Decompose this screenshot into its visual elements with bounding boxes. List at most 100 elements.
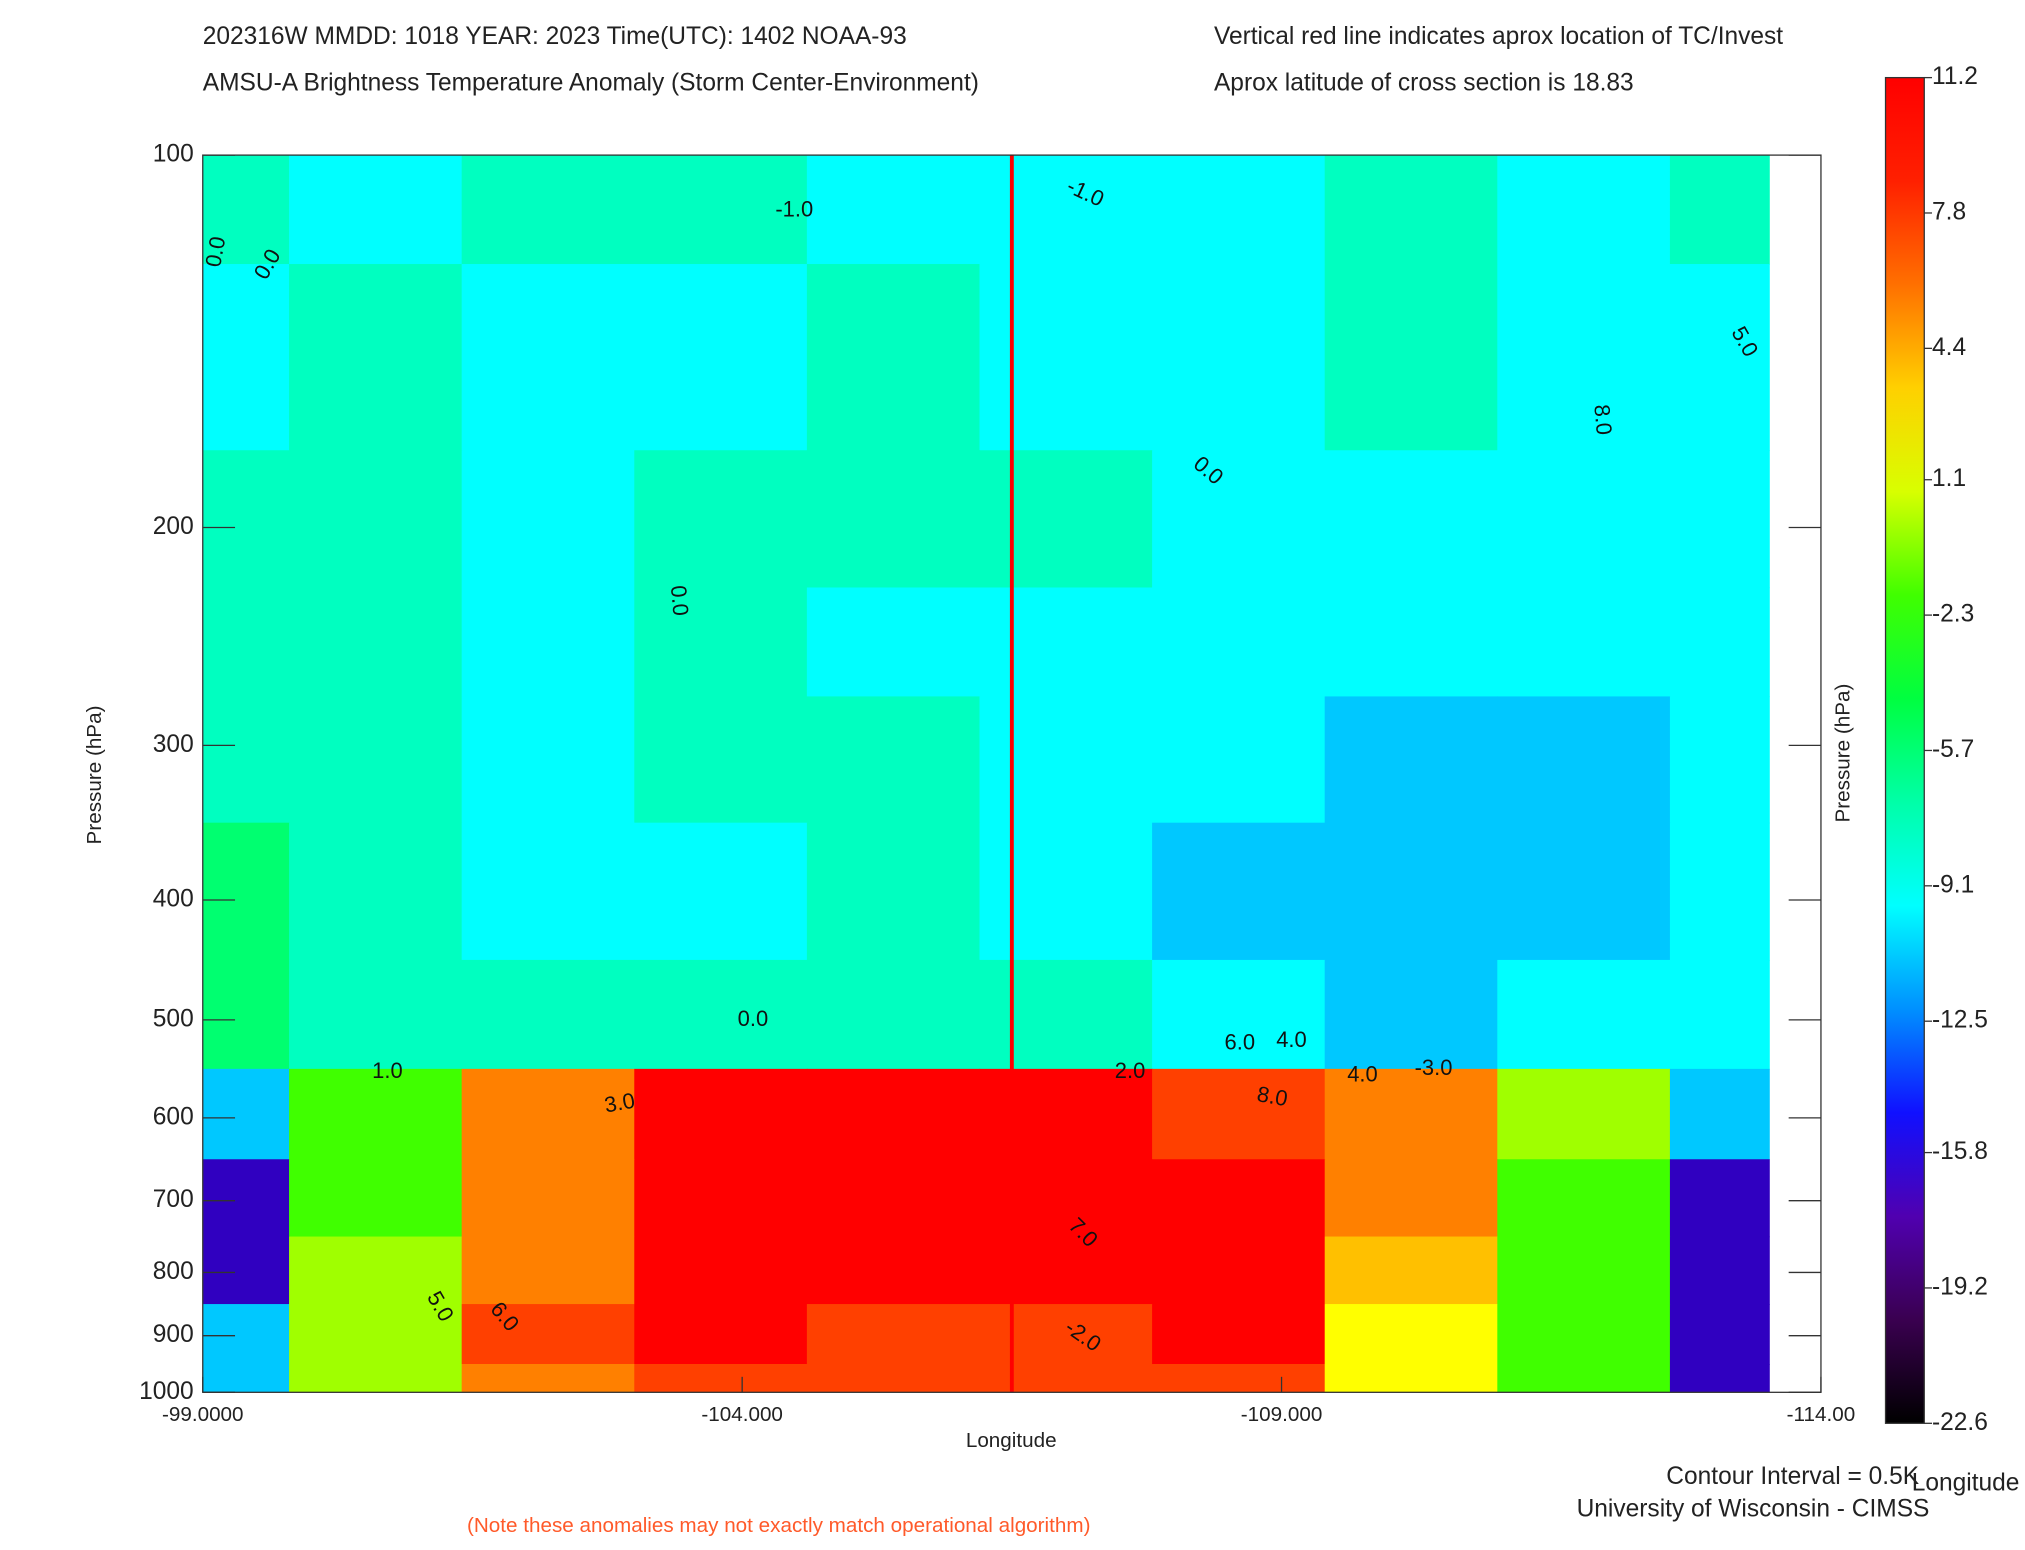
field-cell — [202, 696, 290, 824]
field-cell — [1152, 1159, 1326, 1238]
field-cell — [1324, 822, 1498, 961]
field-cell — [1497, 155, 1671, 265]
y-tick-label: 900 — [153, 1321, 194, 1348]
field-cell — [806, 959, 981, 1070]
field-cell — [1497, 450, 1671, 589]
field-cell — [634, 264, 808, 451]
contour-label: 1.0 — [372, 1058, 403, 1083]
chart-subtitle: AMSU-A Brightness Temperature Anomaly (S… — [203, 70, 979, 97]
field-cell — [1669, 1364, 1770, 1393]
field-cell — [806, 1068, 981, 1160]
field-cell — [289, 450, 463, 589]
field-cell — [1669, 450, 1770, 589]
contour-label: 2.0 — [1115, 1058, 1146, 1083]
contour-label: -3.0 — [1415, 1055, 1453, 1080]
field-cell — [289, 696, 463, 824]
field-cell — [461, 1364, 635, 1393]
field-cell — [1669, 959, 1770, 1070]
field-cell — [634, 1304, 808, 1365]
contour-label: 4.0 — [1276, 1027, 1307, 1052]
field-cell — [1497, 1159, 1671, 1238]
field-cell — [202, 1068, 290, 1160]
contour-label: 8.0 — [1589, 403, 1617, 436]
field-cell — [289, 1159, 463, 1238]
field-cell — [1669, 587, 1770, 698]
field-cell — [1324, 1159, 1498, 1238]
field-cell — [202, 450, 290, 589]
y-axis-label: Pressure (hPa) — [83, 706, 106, 845]
colorbar-tick-label: -5.7 — [1932, 736, 1974, 763]
colorbar-tick-label: -9.1 — [1932, 871, 1974, 898]
field-cell — [1324, 264, 1498, 451]
field-cell — [202, 155, 290, 265]
y2-axis-label: Pressure (hPa) — [1832, 684, 1855, 823]
field-cell — [202, 1364, 290, 1393]
field-cell — [202, 959, 290, 1070]
field-cell — [1152, 450, 1326, 589]
field-cell — [289, 959, 463, 1070]
field-cell — [634, 587, 808, 698]
field — [202, 155, 1770, 1393]
field-cell — [1152, 822, 1326, 961]
contour-label: 6.0 — [1225, 1029, 1256, 1054]
field-cell — [979, 1068, 1153, 1160]
y-tick-label: 500 — [153, 1005, 194, 1032]
contour-label: 4.0 — [1347, 1062, 1377, 1087]
field-cell — [289, 1236, 463, 1305]
field-cell — [1152, 155, 1326, 265]
field-cell — [1669, 696, 1770, 824]
colorbar — [1884, 76, 1925, 1424]
field-cell — [1324, 450, 1498, 589]
note: (Note these anomalies may not exactly ma… — [467, 1514, 1090, 1537]
y-tick-label: 100 — [153, 141, 194, 168]
field-cell — [634, 696, 808, 824]
field-cell — [806, 696, 981, 824]
field-cell — [1497, 1304, 1671, 1365]
chart-title: 202316W MMDD: 1018 YEAR: 2023 Time(UTC):… — [203, 23, 907, 50]
field-cell — [806, 1364, 981, 1393]
field-cell — [979, 450, 1153, 589]
field-cell — [1669, 1236, 1770, 1305]
contour-label: 3.0 — [602, 1088, 636, 1118]
field-cell — [1497, 264, 1671, 451]
field-cell — [202, 587, 290, 698]
field-cell — [461, 822, 635, 961]
field-cell — [1152, 264, 1326, 451]
field-cell — [289, 1304, 463, 1365]
field-cell — [1324, 696, 1498, 824]
field-cell — [1669, 1068, 1770, 1160]
field-cell — [979, 1364, 1153, 1393]
field-cell — [289, 822, 463, 961]
colorbar-tick-label: 11.2 — [1932, 63, 1978, 90]
annotation: Vertical red line indicates aprox locati… — [1214, 23, 1783, 50]
field-cell — [1497, 1364, 1671, 1393]
field-cell — [1324, 587, 1498, 698]
field-cell — [1669, 155, 1770, 265]
y-tick-label: 400 — [153, 885, 194, 912]
field-cell — [979, 822, 1153, 961]
field-cell — [461, 1304, 635, 1365]
field-cell — [1497, 959, 1671, 1070]
field-cell — [1152, 959, 1326, 1070]
field-cell — [289, 264, 463, 451]
y-tick-label: 800 — [153, 1258, 194, 1285]
annotation: Aprox latitude of cross section is 18.83 — [1214, 70, 1634, 97]
field-cell — [1152, 1236, 1326, 1305]
field-cell — [461, 450, 635, 589]
field-cell — [461, 155, 635, 265]
field-cell — [979, 959, 1153, 1070]
colorbar-tick-label: -19.2 — [1932, 1273, 1988, 1300]
field-cell — [289, 155, 463, 265]
contour-label: -1.0 — [775, 196, 813, 221]
field-cell — [806, 1236, 981, 1305]
field-cell — [1152, 587, 1326, 698]
colorbar-tick-label: -2.3 — [1932, 601, 1974, 628]
field-cell — [979, 1304, 1153, 1365]
field-cell — [1497, 1236, 1671, 1305]
field-cell — [1324, 959, 1498, 1070]
field-cell — [461, 1236, 635, 1305]
contour-label: 0.0 — [200, 234, 230, 268]
field-cell — [806, 822, 981, 961]
field-cell — [634, 1159, 808, 1238]
